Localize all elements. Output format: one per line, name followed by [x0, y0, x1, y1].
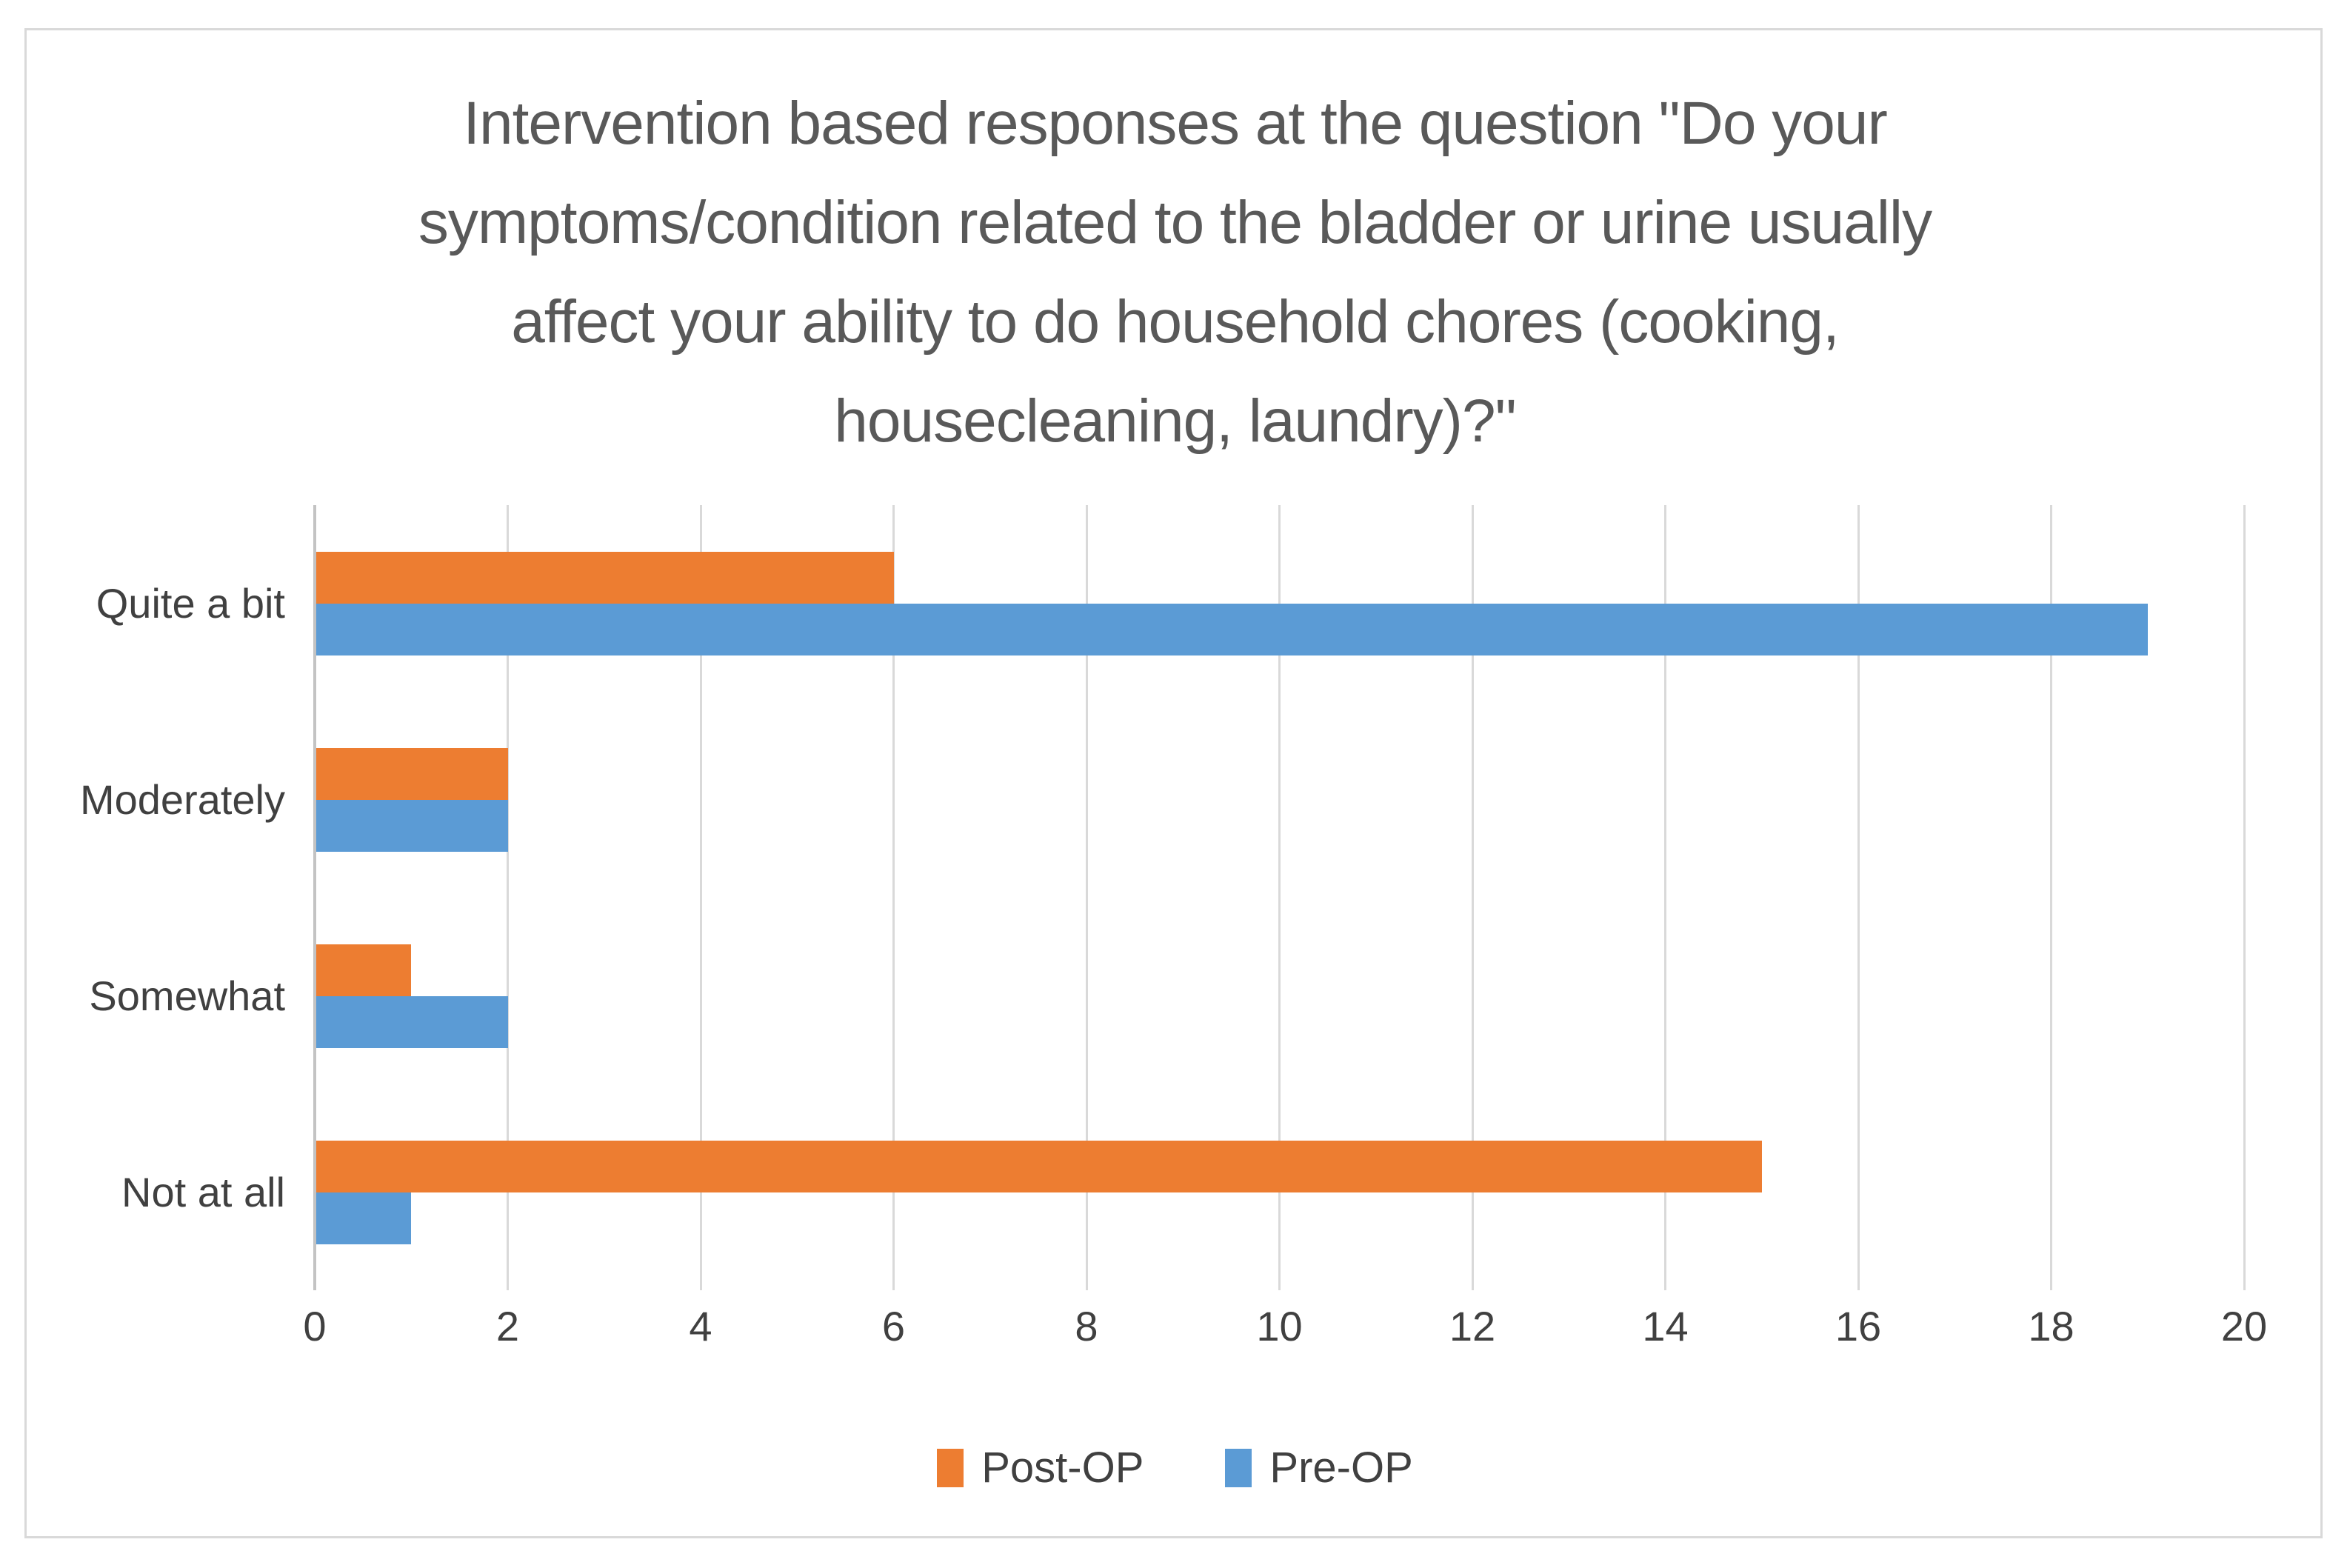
legend-label-post-op: Post-OP	[981, 1444, 1144, 1492]
chart-title-line-2: symptoms/condition related to the bladde…	[418, 189, 1932, 256]
pre-op-bar-quite-a-bit	[316, 603, 2148, 655]
gridline-14	[1664, 505, 1666, 1290]
gridline-20	[2243, 505, 2246, 1290]
chart-title: Intervention based responses at the ques…	[0, 74, 2350, 471]
category-label-somewhat: Somewhat	[89, 972, 285, 1019]
legend-entry-post-op: Post-OP	[937, 1443, 1144, 1492]
x-tick-label-14: 14	[1642, 1303, 1689, 1350]
post-op-bar-moderately	[316, 747, 508, 800]
pre-op-bar-somewhat	[316, 995, 508, 1048]
legend-label-pre-op: Pre-OP	[1269, 1444, 1413, 1492]
vertical-axis-line	[313, 505, 316, 1290]
chart-title-line-4: housecleaning, laundry)?"	[834, 387, 1516, 455]
gridline-8	[1085, 505, 1088, 1290]
category-label-moderately: Moderately	[79, 775, 285, 823]
gridline-10	[1278, 505, 1281, 1290]
pre-op-bar-moderately	[316, 799, 508, 852]
x-tick-label-16: 16	[1835, 1303, 1882, 1350]
x-tick-label-12: 12	[1449, 1303, 1496, 1350]
x-tick-label-8: 8	[1075, 1303, 1098, 1350]
x-tick-label-4: 4	[689, 1303, 712, 1350]
post-op-bar-not-at-all	[316, 1140, 1762, 1192]
legend-marker-pre-op	[1225, 1448, 1252, 1487]
post-op-bar-somewhat	[316, 944, 412, 996]
chart-title-line-3: affect your ability to do household chor…	[511, 288, 1840, 356]
chart-title-line-1: Intervention based responses at the ques…	[463, 90, 1888, 157]
gridline-12	[1471, 505, 1474, 1290]
x-tick-label-2: 2	[495, 1303, 520, 1350]
gridline-18	[2050, 505, 2052, 1290]
gridline-2	[507, 505, 509, 1290]
category-label-quite-a-bit: Quite a bit	[96, 579, 285, 627]
legend-entry-pre-op: Pre-OP	[1225, 1443, 1413, 1492]
x-tick-label-20: 20	[2220, 1303, 2268, 1350]
x-tick-label-18: 18	[2028, 1303, 2074, 1350]
post-op-bar-quite-a-bit	[316, 551, 894, 604]
chart-legend: Post-OP Pre-OP	[0, 1443, 2350, 1492]
legend-marker-post-op	[937, 1448, 964, 1487]
gridline-16	[1857, 505, 1860, 1290]
x-tick-label-10: 10	[1256, 1303, 1303, 1350]
gridline-6	[892, 505, 895, 1290]
pre-op-bar-not-at-all	[316, 1192, 412, 1244]
category-label-not-at-all: Not at all	[121, 1168, 285, 1215]
gridline-4	[699, 505, 702, 1290]
x-tick-label-0: 0	[303, 1303, 327, 1350]
x-tick-label-6: 6	[881, 1303, 906, 1350]
